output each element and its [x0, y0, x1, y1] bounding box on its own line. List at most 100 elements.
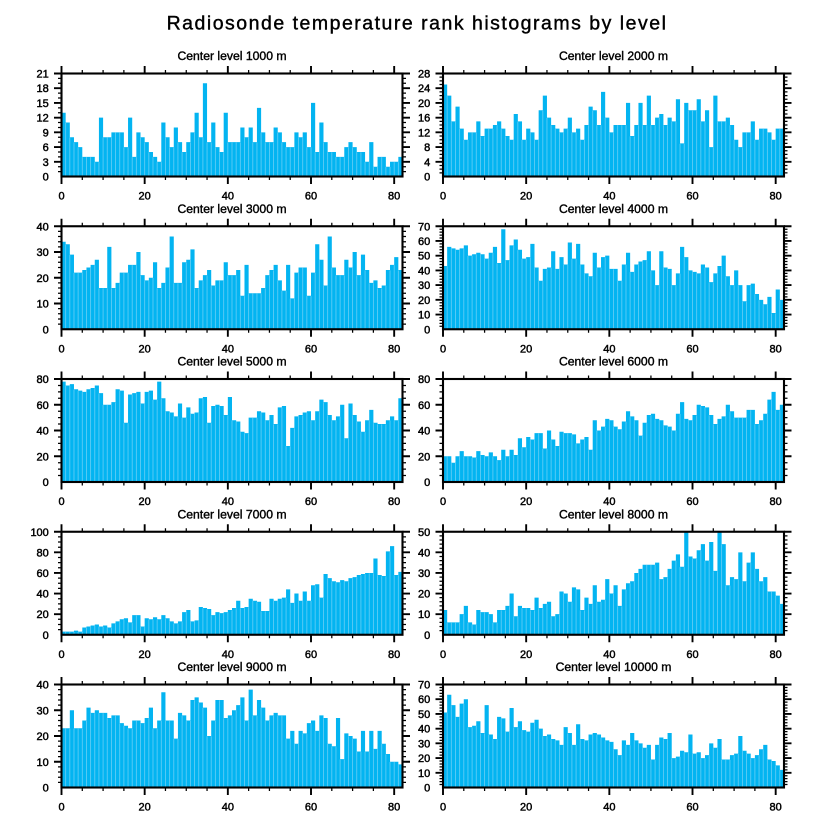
svg-text:10: 10: [418, 609, 430, 621]
svg-text:60: 60: [686, 343, 698, 355]
svg-text:0: 0: [424, 630, 430, 642]
svg-text:Center level 1000 m: Center level 1000 m: [177, 49, 286, 63]
svg-text:60: 60: [418, 236, 430, 248]
svg-text:80: 80: [770, 496, 782, 508]
svg-text:60: 60: [37, 568, 49, 580]
svg-text:0: 0: [43, 630, 49, 642]
svg-text:Center level 8000 m: Center level 8000 m: [559, 507, 668, 521]
svg-text:60: 60: [305, 649, 317, 661]
svg-text:20: 20: [37, 731, 49, 743]
svg-text:0: 0: [440, 343, 446, 355]
svg-text:0: 0: [424, 783, 430, 795]
svg-text:20: 20: [139, 191, 151, 203]
svg-text:40: 40: [418, 265, 430, 277]
svg-text:0: 0: [58, 802, 64, 814]
svg-text:Center level 9000 m: Center level 9000 m: [177, 660, 286, 674]
svg-text:Center level 7000 m: Center level 7000 m: [177, 507, 286, 521]
svg-text:0: 0: [58, 191, 64, 203]
svg-text:40: 40: [222, 343, 234, 355]
svg-text:60: 60: [305, 343, 317, 355]
svg-text:Center level 10000 m: Center level 10000 m: [556, 660, 672, 674]
svg-text:30: 30: [418, 568, 430, 580]
svg-text:10: 10: [418, 310, 430, 322]
svg-text:10: 10: [418, 768, 430, 780]
svg-text:9: 9: [43, 127, 49, 139]
svg-text:80: 80: [388, 649, 400, 661]
svg-text:40: 40: [222, 802, 234, 814]
svg-text:80: 80: [770, 802, 782, 814]
svg-text:20: 20: [520, 191, 532, 203]
svg-text:20: 20: [520, 802, 532, 814]
svg-text:30: 30: [418, 738, 430, 750]
svg-text:80: 80: [770, 649, 782, 661]
svg-text:40: 40: [603, 343, 615, 355]
svg-text:60: 60: [418, 694, 430, 706]
svg-text:40: 40: [37, 680, 49, 692]
svg-text:60: 60: [686, 649, 698, 661]
svg-text:10: 10: [37, 299, 49, 311]
svg-text:70: 70: [418, 221, 430, 233]
svg-text:Center level 4000 m: Center level 4000 m: [559, 202, 668, 216]
svg-text:20: 20: [139, 343, 151, 355]
svg-text:0: 0: [440, 191, 446, 203]
svg-text:80: 80: [37, 374, 49, 386]
svg-text:20: 20: [418, 295, 430, 307]
svg-text:70: 70: [418, 680, 430, 692]
svg-text:15: 15: [37, 98, 49, 110]
svg-text:20: 20: [37, 451, 49, 463]
svg-text:80: 80: [37, 547, 49, 559]
svg-text:12: 12: [37, 113, 49, 125]
svg-text:40: 40: [603, 191, 615, 203]
svg-text:20: 20: [520, 496, 532, 508]
svg-text:0: 0: [424, 172, 430, 184]
svg-text:0: 0: [43, 324, 49, 336]
svg-text:0: 0: [58, 496, 64, 508]
svg-text:60: 60: [305, 802, 317, 814]
svg-text:100: 100: [30, 527, 48, 539]
svg-text:80: 80: [770, 343, 782, 355]
svg-text:4: 4: [424, 157, 430, 169]
svg-text:20: 20: [418, 589, 430, 601]
svg-text:40: 40: [418, 547, 430, 559]
svg-text:0: 0: [424, 477, 430, 489]
svg-text:60: 60: [686, 802, 698, 814]
svg-text:40: 40: [418, 426, 430, 438]
svg-text:40: 40: [603, 649, 615, 661]
svg-text:21: 21: [37, 69, 49, 81]
svg-text:60: 60: [37, 400, 49, 412]
svg-text:Center level 5000 m: Center level 5000 m: [177, 355, 286, 369]
svg-text:0: 0: [58, 343, 64, 355]
svg-text:Radiosonde temperature rank hi: Radiosonde temperature rank histograms b…: [167, 12, 668, 34]
svg-text:40: 40: [37, 589, 49, 601]
svg-text:0: 0: [440, 496, 446, 508]
svg-text:0: 0: [58, 649, 64, 661]
svg-text:16: 16: [418, 113, 430, 125]
svg-text:60: 60: [686, 191, 698, 203]
svg-text:20: 20: [520, 649, 532, 661]
svg-text:40: 40: [222, 649, 234, 661]
svg-text:40: 40: [222, 191, 234, 203]
svg-text:60: 60: [305, 496, 317, 508]
svg-text:20: 20: [418, 451, 430, 463]
svg-text:0: 0: [43, 477, 49, 489]
svg-text:10: 10: [37, 757, 49, 769]
svg-text:40: 40: [418, 724, 430, 736]
svg-text:Center level 3000 m: Center level 3000 m: [177, 202, 286, 216]
svg-text:80: 80: [388, 343, 400, 355]
svg-text:24: 24: [418, 83, 430, 95]
svg-text:0: 0: [43, 783, 49, 795]
svg-text:40: 40: [37, 221, 49, 233]
svg-text:20: 20: [37, 273, 49, 285]
svg-text:80: 80: [770, 191, 782, 203]
svg-text:60: 60: [686, 496, 698, 508]
svg-text:60: 60: [305, 191, 317, 203]
svg-text:28: 28: [418, 69, 430, 81]
svg-text:80: 80: [418, 374, 430, 386]
svg-text:18: 18: [37, 83, 49, 95]
svg-text:40: 40: [37, 426, 49, 438]
svg-text:20: 20: [139, 802, 151, 814]
svg-text:40: 40: [603, 802, 615, 814]
svg-text:20: 20: [520, 343, 532, 355]
svg-text:6: 6: [43, 142, 49, 154]
svg-text:20: 20: [139, 649, 151, 661]
